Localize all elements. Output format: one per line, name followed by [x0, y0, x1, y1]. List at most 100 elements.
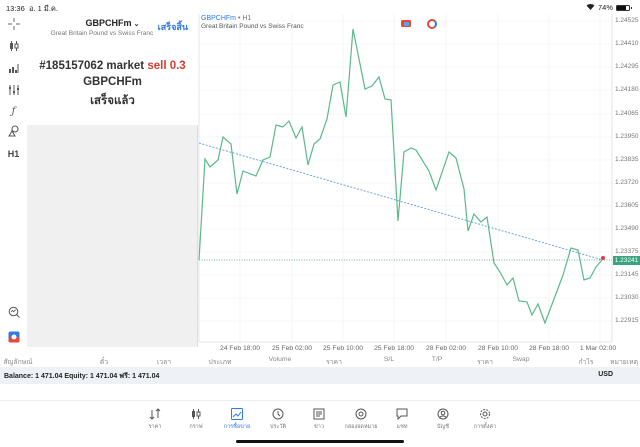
chart-title: GBPCHFm • H1 [201, 15, 251, 22]
chart-toolbar: ƒ H1 [0, 13, 27, 347]
y-axis-label: 1.23030 [615, 294, 639, 301]
y-axis-label: 1.23835 [615, 156, 639, 163]
y-axis-label: 1.23145 [615, 271, 639, 278]
positions-table-header: สัญลักษณ์ ตั๋ว เวลา ประเภท Volume ราคา S… [0, 353, 640, 367]
y-axis-label: 1.22915 [615, 317, 639, 324]
nav-label: ข่าว [314, 424, 324, 430]
order-panel: GBPCHFm ⌄ Great Britain Pound vs Swiss Fr… [27, 13, 198, 347]
nav-chart[interactable]: กราฟ [176, 408, 216, 431]
trend-endpoint-marker [601, 256, 605, 260]
account-currency: USD [598, 371, 613, 378]
candlestick-icon[interactable] [0, 37, 27, 55]
col-swap[interactable]: Swap [512, 356, 530, 363]
done-button[interactable]: เสร็จสิ้น [157, 22, 188, 32]
objects-icon[interactable] [0, 122, 27, 140]
x-axis-label: 28 Feb 02:00 [425, 345, 467, 352]
y-axis-label: 1.24065 [615, 110, 639, 117]
x-axis-label: 25 Feb 02:00 [271, 345, 313, 352]
symbol-description: Great Britain Pound vs Swiss Franc [50, 30, 154, 37]
col-ticket[interactable]: ตั๋ว [99, 359, 109, 366]
battery-icon [616, 4, 632, 11]
nav-settings[interactable]: การตั้งค่า [465, 408, 505, 431]
history-icon [272, 408, 284, 420]
bottom-navigation: ราคา กราฟ การซื้อขาย ประวัติ ข่าว กล่องจ… [0, 400, 640, 447]
nav-label: บัญชี [437, 424, 449, 430]
function-icon[interactable]: ƒ [11, 105, 16, 117]
nav-label: กราฟ [189, 424, 203, 430]
y-axis-label: 1.24180 [615, 86, 639, 93]
col-type[interactable]: ประเภท [208, 359, 232, 366]
chart-description: Great Britain Pound vs Swiss Franc [201, 23, 304, 30]
nav-label: กล่องจดหมาย [344, 424, 378, 430]
signal-indicator-icon[interactable] [427, 19, 437, 29]
order-symbol: GBPCHFm [83, 76, 142, 88]
news-icon [313, 408, 325, 420]
col-sl[interactable]: S/L [383, 356, 395, 363]
crosshair-icon[interactable] [0, 15, 27, 33]
order-ticket: #185157062 market [39, 60, 145, 72]
y-axis-label: 1.23605 [615, 202, 639, 209]
chart-symbol: GBPCHFm [201, 15, 236, 22]
current-price-tag: 1.23241 [613, 256, 640, 265]
chart-icon [192, 409, 201, 419]
order-result-card: GBPCHFm ⌄ Great Britain Pound vs Swiss Fr… [27, 13, 198, 125]
nav-quotes[interactable]: ราคา [135, 408, 175, 431]
trend-line [198, 142, 604, 261]
timeframe-button[interactable]: H1 [7, 149, 20, 159]
one-click-trading-icon[interactable] [0, 328, 27, 346]
x-axis-label: 25 Feb 10:00 [322, 345, 364, 352]
settings-sliders-icon[interactable] [0, 81, 27, 99]
status-time-date: 13:36 อ. 1 มี.ค. [6, 3, 58, 15]
chart-search-icon[interactable] [0, 303, 27, 321]
battery-percent: 74% [597, 3, 613, 12]
nav-trade[interactable]: การซื้อขาย [217, 408, 257, 431]
x-axis-label: 24 Feb 18:00 [219, 345, 261, 352]
symbol-selector[interactable]: GBPCHFm ⌄ [27, 18, 198, 28]
nav-label: การซื้อขาย [223, 424, 251, 430]
status-time: 13:36 [6, 4, 25, 13]
wifi-icon [586, 3, 595, 12]
nav-history[interactable]: ประวัติ [258, 408, 298, 431]
col-tp[interactable]: T/P [431, 356, 443, 363]
chat-icon [396, 408, 408, 420]
balance-summary: Balance: 1 471.04 Equity: 1 471.04 ฟรี: … [4, 373, 160, 380]
x-axis-label: 28 Feb 18:00 [528, 345, 570, 352]
symbol-name: GBPCHFm [85, 18, 132, 28]
col-symbol[interactable]: สัญลักษณ์ [3, 359, 33, 366]
status-right: 74% [586, 3, 632, 12]
chart-timeframe: • H1 [237, 15, 252, 22]
account-icon [437, 408, 449, 420]
status-date: อ. 1 มี.ค. [28, 4, 59, 13]
y-axis-label: 1.23720 [615, 179, 639, 186]
col-comment[interactable]: หมายเหตุ [610, 359, 638, 366]
price-chart[interactable] [0, 0, 640, 355]
indicators-icon[interactable] [0, 59, 27, 77]
nav-chat[interactable]: แชท [382, 408, 422, 431]
nav-news[interactable]: ข่าว [299, 408, 339, 431]
nav-label: การตั้งค่า [473, 424, 497, 430]
status-bar: 13:36 อ. 1 มี.ค. 74% [0, 0, 640, 13]
col-price[interactable]: ราคา [326, 359, 342, 366]
nav-label: ราคา [148, 424, 162, 430]
nav-mailbox[interactable]: กล่องจดหมาย [341, 408, 381, 431]
one-click-trade-icon[interactable] [401, 20, 411, 27]
nav-account[interactable]: บัญชี [423, 408, 463, 431]
balance-bar: Balance: 1 471.04 Equity: 1 471.04 ฟรี: … [0, 367, 640, 384]
col-current-price[interactable]: ราคา [477, 359, 493, 366]
price-line [198, 28, 603, 325]
col-profit[interactable]: กำไร [578, 359, 594, 366]
x-axis-label: 25 Feb 18:00 [373, 345, 415, 352]
x-axis-label: 28 Feb 10:00 [477, 345, 519, 352]
y-axis-label: 1.24295 [615, 63, 639, 70]
nav-label: แชท [396, 424, 408, 430]
mailbox-icon [355, 408, 367, 420]
col-time[interactable]: เวลา [156, 359, 172, 366]
col-volume[interactable]: Volume [268, 356, 292, 363]
home-indicator[interactable] [236, 440, 404, 443]
trade-icon [231, 408, 243, 420]
y-axis-label: 1.23375 [615, 248, 639, 255]
chart-grid [199, 14, 612, 342]
y-axis-label: 1.24410 [615, 40, 639, 47]
order-message: #185157062 market sell 0.3 [27, 60, 198, 72]
nav-label: ประวัติ [269, 424, 287, 430]
